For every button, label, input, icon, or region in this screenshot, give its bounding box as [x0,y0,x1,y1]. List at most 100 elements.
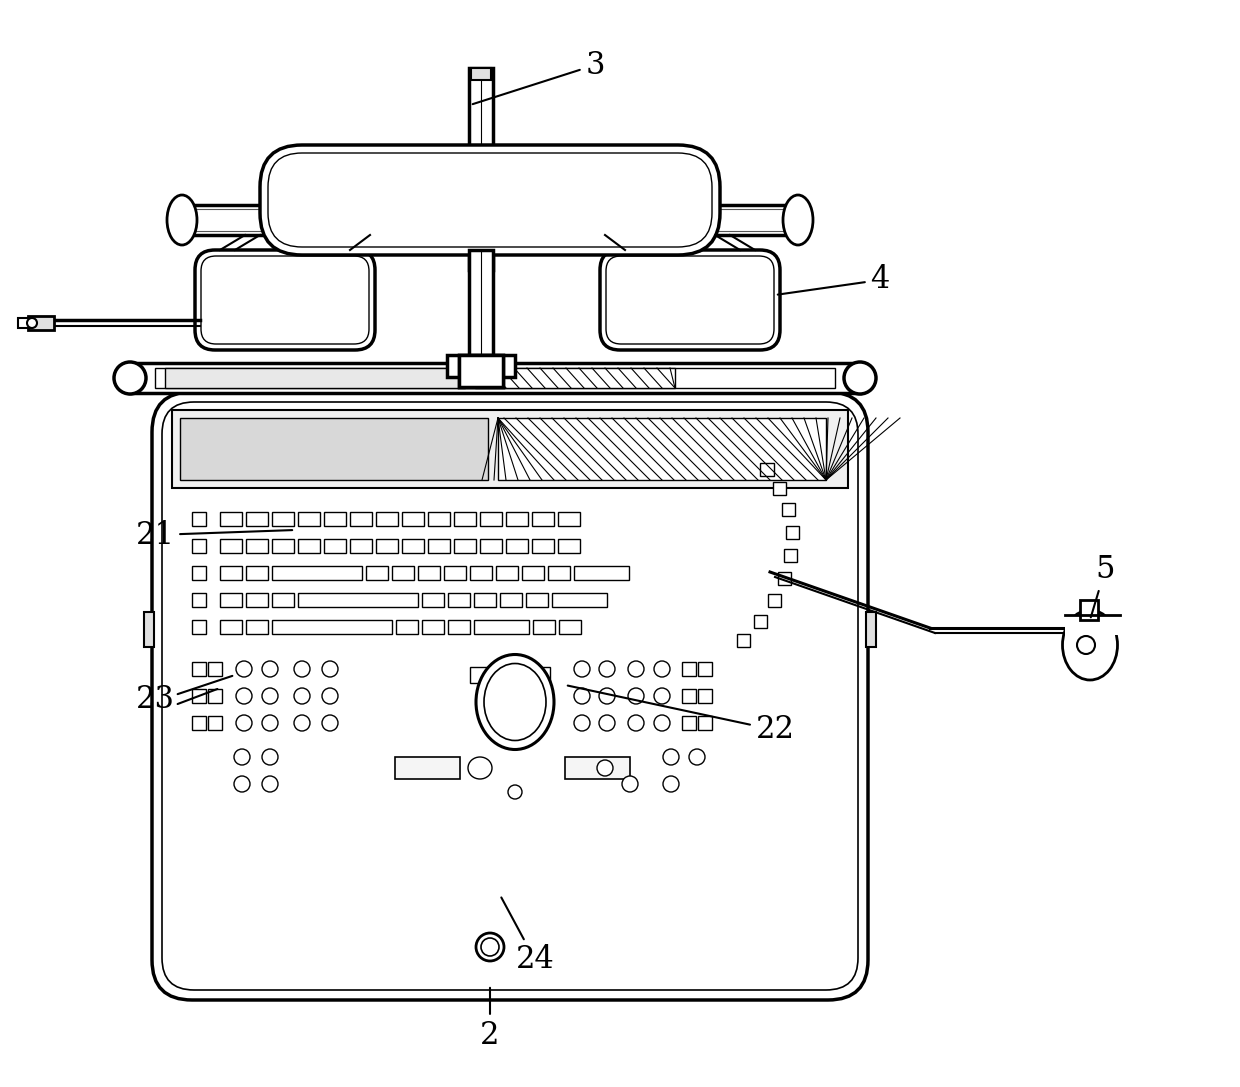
Text: 24: 24 [501,898,554,975]
Bar [760,463,774,476]
Bar [396,620,418,634]
Bar [246,512,268,526]
Bar [422,620,444,634]
Ellipse shape [476,654,554,750]
Bar [246,539,268,553]
Bar [208,662,222,676]
Bar [192,594,206,607]
Bar [219,620,242,634]
Bar [350,539,372,553]
Bar [192,620,206,634]
Ellipse shape [236,661,252,677]
Ellipse shape [294,661,310,677]
Text: 22: 22 [568,686,795,746]
Ellipse shape [574,715,590,730]
Bar [471,68,491,80]
Bar [448,594,470,607]
Bar [469,68,494,270]
Ellipse shape [234,749,250,765]
Text: 5: 5 [1091,554,1115,617]
Bar [558,512,580,526]
FancyBboxPatch shape [600,250,780,350]
Ellipse shape [663,749,680,765]
Ellipse shape [663,776,680,792]
Bar [428,539,450,553]
Bar [192,662,206,676]
Ellipse shape [322,715,339,730]
Bar [558,539,580,553]
Ellipse shape [599,661,615,677]
Ellipse shape [322,688,339,704]
Bar [768,594,781,607]
Bar [533,620,556,634]
Ellipse shape [481,938,498,955]
Bar [444,566,466,580]
Ellipse shape [508,785,522,799]
Bar [402,512,424,526]
Bar [246,620,268,634]
Ellipse shape [236,715,252,730]
Bar [698,662,712,676]
Ellipse shape [599,715,615,730]
Ellipse shape [596,760,613,776]
Bar [682,716,696,730]
Bar [506,512,528,526]
Bar [272,620,392,634]
Ellipse shape [599,688,615,704]
Bar [192,716,206,730]
Bar [459,355,503,387]
Ellipse shape [484,663,546,740]
Bar [298,539,320,553]
Bar [324,539,346,553]
Bar [366,566,388,580]
Bar [298,512,320,526]
Bar [324,512,346,526]
Bar [208,689,222,703]
Ellipse shape [234,776,250,792]
Bar [272,539,294,553]
Bar [459,355,503,387]
Ellipse shape [627,661,644,677]
Bar [392,566,414,580]
Bar [475,368,675,388]
Bar [522,566,544,580]
Bar [219,594,242,607]
Bar [784,549,797,562]
Ellipse shape [262,749,278,765]
Ellipse shape [622,776,639,792]
Ellipse shape [294,715,310,730]
Bar [448,620,470,634]
Bar [144,612,154,647]
Bar [190,205,790,235]
Bar [698,689,712,703]
Bar [272,566,362,580]
Bar [548,566,570,580]
Bar [682,689,696,703]
Ellipse shape [262,661,278,677]
Bar [446,355,515,377]
Bar [219,512,242,526]
FancyBboxPatch shape [260,145,720,255]
Ellipse shape [844,362,875,393]
Bar [298,594,418,607]
Ellipse shape [262,715,278,730]
Bar [552,594,608,607]
Bar [246,566,268,580]
Ellipse shape [294,688,310,704]
Bar [246,594,268,607]
Bar [208,716,222,730]
Ellipse shape [653,715,670,730]
Bar [454,539,476,553]
Ellipse shape [653,661,670,677]
Bar [29,316,55,330]
Ellipse shape [627,715,644,730]
Bar [470,667,551,683]
Bar [376,512,398,526]
Bar [428,512,450,526]
Ellipse shape [689,749,706,765]
Text: 2: 2 [480,988,500,1050]
Bar [682,662,696,676]
Bar [777,572,791,585]
Bar [498,418,826,480]
Ellipse shape [782,195,813,245]
